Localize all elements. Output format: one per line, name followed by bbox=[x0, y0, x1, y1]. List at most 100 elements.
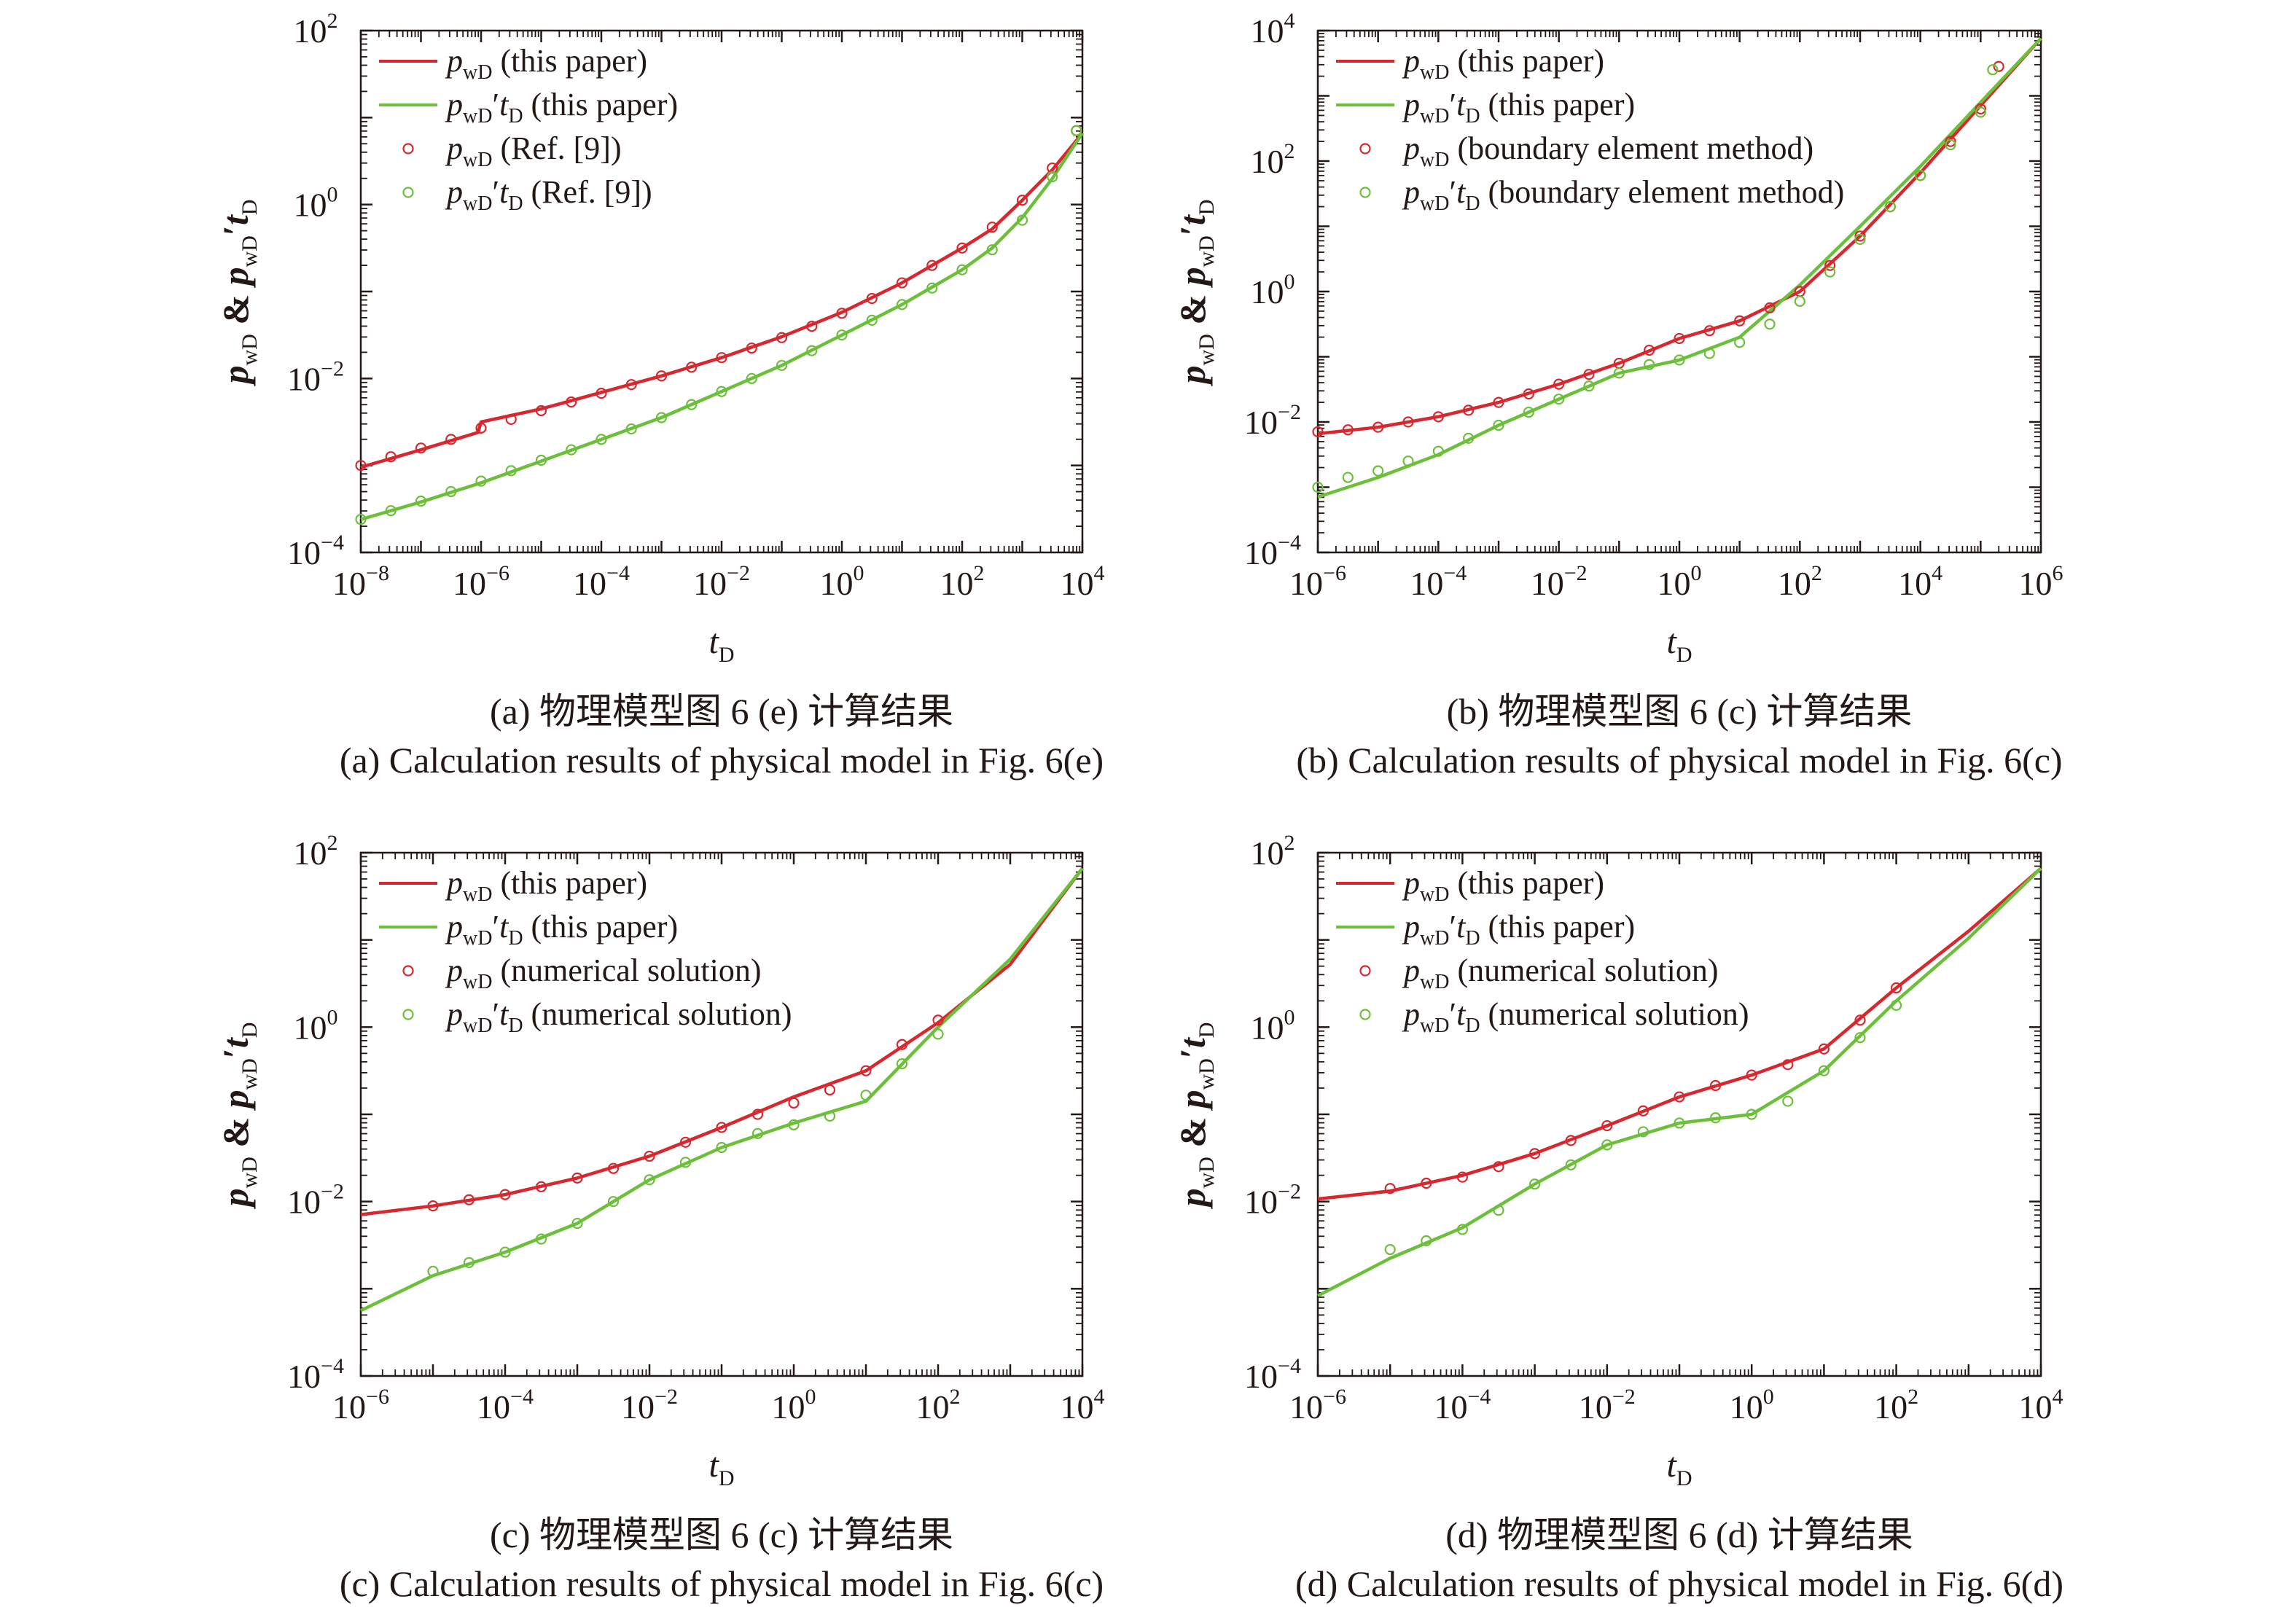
y-tick-label: 100 bbox=[294, 183, 338, 224]
marker-point-red bbox=[427, 1200, 439, 1212]
marker-point-red bbox=[776, 332, 788, 343]
x-tick-label: 106 bbox=[2019, 561, 2063, 602]
marker-point-green bbox=[1710, 1112, 1722, 1124]
series-line-red bbox=[360, 867, 1084, 1216]
y-tick-label: 10−2 bbox=[287, 356, 344, 397]
marker-point-red bbox=[1553, 378, 1565, 390]
marker-point-red bbox=[1493, 396, 1504, 408]
legend-swatch-marker bbox=[1359, 1009, 1371, 1020]
y-axis-label: pwD & pwD′tD bbox=[215, 200, 262, 387]
legend-label: pwD′tD (this paper) bbox=[445, 87, 678, 128]
x-tick-label: 10−8 bbox=[332, 561, 389, 602]
marker-point-green bbox=[1529, 1178, 1541, 1190]
legend-label: pwD′tD (numerical solution) bbox=[1402, 996, 1749, 1037]
caption-cn: (b) 物理模型图 6 (c) 计算结果 bbox=[1447, 691, 1913, 732]
marker-point-red bbox=[415, 442, 427, 454]
caption-cn: (c) 物理模型图 6 (c) 计算结果 bbox=[490, 1514, 953, 1555]
marker-point-green bbox=[355, 514, 367, 525]
y-tick-label: 102 bbox=[1251, 139, 1295, 180]
marker-point-red bbox=[1764, 302, 1776, 313]
marker-point-green bbox=[716, 386, 727, 397]
series-line-green bbox=[1316, 867, 2042, 1297]
y-tick-label: 10−2 bbox=[287, 1180, 344, 1221]
marker-point-red bbox=[926, 259, 938, 271]
marker-point-red bbox=[1854, 1014, 1866, 1026]
caption-cn: (a) 物理模型图 6 (e) 计算结果 bbox=[490, 691, 953, 732]
marker-point-green bbox=[1746, 1109, 1757, 1120]
chart-panel-b: 10−6 10−4 10−2 100 102 104 10610−410−210010210… bbox=[1172, 9, 2063, 781]
marker-point-green bbox=[1824, 266, 1836, 278]
marker-point-green bbox=[1637, 1126, 1649, 1138]
marker-point-green bbox=[1047, 171, 1058, 183]
marker-point-green bbox=[926, 282, 938, 294]
marker-point-red bbox=[1703, 325, 1715, 337]
x-tick-label: 10−4 bbox=[573, 561, 630, 602]
x-tick-label: 10−6 bbox=[1289, 561, 1346, 602]
legend-label: pwD′tD (this paper) bbox=[1402, 87, 1635, 128]
marker-point-red bbox=[566, 396, 577, 408]
marker-point-green bbox=[535, 454, 547, 466]
marker-point-red bbox=[1384, 1183, 1396, 1195]
marker-point-green bbox=[445, 485, 457, 498]
x-tick-label: 104 bbox=[1898, 561, 1942, 602]
marker-point-red bbox=[1421, 1177, 1432, 1189]
legend-label: pwD (Ref. [9]) bbox=[445, 130, 622, 171]
y-tick-label: 10−4 bbox=[1244, 1354, 1301, 1395]
y-tick-label: 100 bbox=[1251, 1005, 1295, 1046]
marker-point-red bbox=[475, 422, 487, 434]
marker-point-green bbox=[1421, 1235, 1432, 1247]
marker-point-green bbox=[1987, 64, 1999, 76]
marker-point-red bbox=[1565, 1135, 1577, 1146]
legend-label: pwD (this paper) bbox=[445, 43, 647, 84]
marker-point-red bbox=[1746, 1069, 1757, 1081]
x-tick-label: 10−2 bbox=[621, 1385, 678, 1426]
marker-point-green bbox=[566, 444, 577, 455]
marker-point-green bbox=[986, 244, 998, 256]
legend: pwD (this paper)pwD′tD (this paper)pwD (… bbox=[379, 43, 678, 215]
marker-point-green bbox=[596, 434, 607, 445]
marker-point-green bbox=[1703, 348, 1715, 359]
marker-point-red bbox=[1432, 411, 1444, 423]
caption-en: (b) Calculation results of physical mode… bbox=[1296, 740, 2062, 781]
marker-point-red bbox=[571, 1172, 583, 1184]
x-tick-label: 102 bbox=[916, 1385, 961, 1426]
marker-point-red bbox=[1493, 1161, 1504, 1173]
marker-point-green bbox=[1884, 201, 1896, 213]
chart-panel-a: 10−8 10−6 10−4 10−2 100 102 10410−410−2100102t… bbox=[215, 9, 1105, 781]
x-tick-label: 100 bbox=[820, 561, 864, 602]
marker-point-green bbox=[1613, 367, 1625, 379]
x-tick-label: 104 bbox=[2019, 1385, 2063, 1426]
legend-label: pwD′tD (this paper) bbox=[445, 909, 678, 950]
x-tick-label: 102 bbox=[1874, 1385, 1918, 1426]
legend-label: pwD (numerical solution) bbox=[445, 953, 761, 993]
marker-point-red bbox=[1975, 103, 1986, 114]
marker-point-red bbox=[836, 308, 848, 319]
marker-point-green bbox=[1071, 125, 1082, 136]
marker-point-red bbox=[1945, 136, 1956, 147]
marker-point-red bbox=[655, 370, 668, 382]
marker-point-green bbox=[1854, 1032, 1866, 1044]
marker-point-green bbox=[415, 495, 427, 507]
marker-point-red bbox=[1854, 230, 1866, 242]
marker-point-green bbox=[836, 329, 848, 341]
caption-en: (c) Calculation results of physical mode… bbox=[340, 1563, 1104, 1604]
marker-point-green bbox=[1601, 1139, 1613, 1151]
marker-point-red bbox=[1818, 1043, 1830, 1055]
legend-label: pwD (this paper) bbox=[445, 865, 647, 906]
marker-point-red bbox=[956, 242, 968, 254]
x-tick-label: 10−2 bbox=[693, 561, 750, 602]
marker-point-green bbox=[499, 1246, 511, 1258]
marker-point-green bbox=[686, 399, 698, 410]
marker-point-red bbox=[355, 460, 367, 472]
marker-point-red bbox=[679, 1136, 692, 1148]
marker-point-green bbox=[1523, 406, 1534, 418]
marker-point-green bbox=[896, 1057, 908, 1070]
legend-label: pwD (boundary element method) bbox=[1402, 130, 1813, 171]
x-tick-label: 100 bbox=[1730, 1385, 1774, 1426]
marker-point-red bbox=[499, 1189, 511, 1200]
marker-point-red bbox=[1601, 1119, 1613, 1132]
marker-point-red bbox=[1463, 404, 1475, 416]
marker-point-red bbox=[596, 388, 607, 399]
marker-point-green bbox=[751, 1127, 764, 1139]
marker-point-green bbox=[1565, 1159, 1577, 1171]
